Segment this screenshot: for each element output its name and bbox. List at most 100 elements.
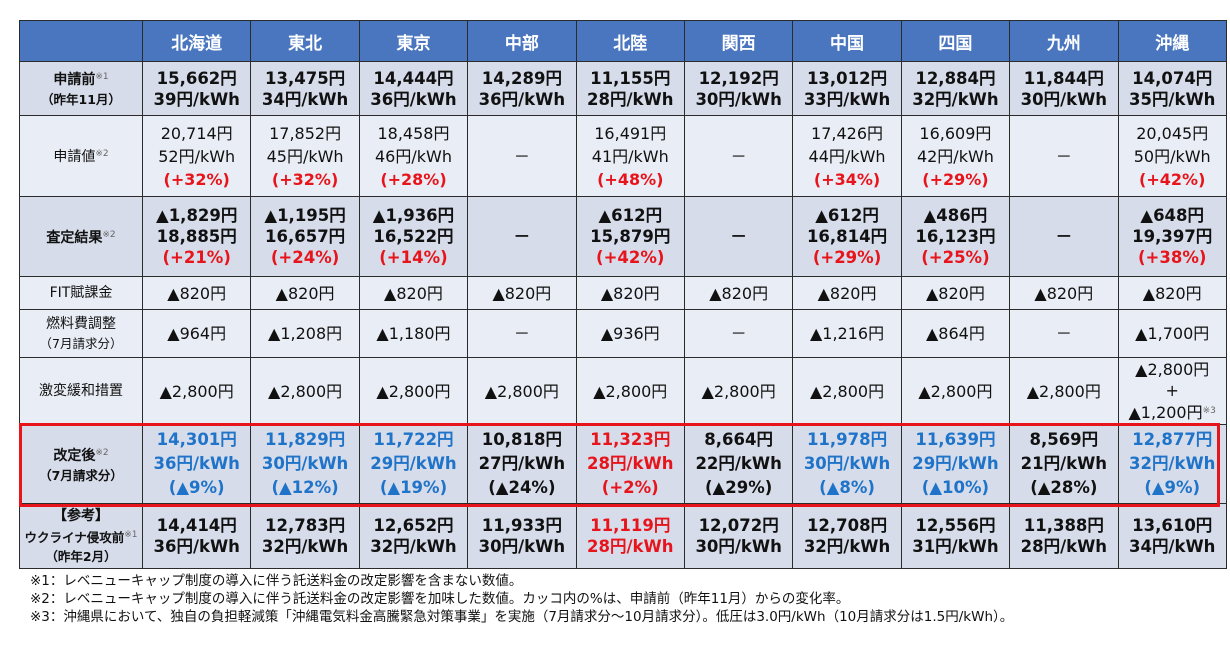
region-header: 中部 (467, 20, 577, 62)
cell-line: 28円/kWh (1020, 537, 1108, 556)
value-cell-北陸: ▲820円 (575, 276, 685, 310)
cell-line: 27円/kWh (478, 454, 566, 473)
electricity-rate-table: 北海道 東北 東京 中部 北陸 関西 中国 四国 九州 沖縄 申請前※1 （昨年11月） 15,662… (19, 20, 1227, 569)
region-header: 関西 (683, 20, 794, 62)
row-label-main: 燃料費調整 (46, 315, 116, 332)
cell-line: 12,708円 (806, 516, 888, 535)
cell-line: + (1165, 381, 1179, 400)
cell-line: (+24%) (270, 248, 340, 267)
cell-line: 28円/kWh (587, 454, 674, 473)
cell-line: ▲964円 (167, 324, 227, 343)
value-cell-北海道: ▲820円 (141, 276, 252, 310)
row-label-note: （7月請求分） (39, 467, 123, 483)
value-cell-中国: 13,012円 33円/kWh (792, 61, 902, 116)
cell-line: (+42%) (1139, 169, 1206, 189)
cell-line: 12,783円 (265, 516, 346, 535)
cell-line: ▲1,200円 (1128, 403, 1203, 422)
cell-line: 36円/kWh (370, 89, 457, 109)
value-cell-九州: － (1009, 115, 1119, 197)
cell-line: (+28%) (380, 169, 447, 189)
cell-line: (▲9%) (168, 478, 225, 497)
cell-line: 12,877円 (1132, 430, 1213, 449)
cell-line: 13,012円 (806, 68, 888, 88)
value-cell-東京: 14,444円 36円/kWh (358, 61, 469, 116)
value-cell-中部: 14,289円 36円/kWh (467, 61, 577, 116)
value-cell-中部: － (467, 196, 577, 277)
value-cell-四国: ▲820円 (900, 276, 1011, 310)
cell-line: ▲486円 (923, 206, 988, 225)
value-cell-東北: ▲1,208円 (250, 309, 360, 358)
cell-line: (+21%) (162, 248, 231, 267)
cell-line: － (513, 227, 531, 246)
cell-line: 11,155円 (590, 68, 671, 88)
cell-line: 17,426円 (811, 123, 884, 143)
value-cell-沖縄: 12,877円 32円/kWh (▲9%) (1117, 424, 1227, 504)
cell-line: 16,123円 (915, 227, 996, 246)
cell-line: ▲1,216円 (809, 324, 885, 343)
cell-line: 20,714円 (160, 123, 233, 143)
cell-line: 36円/kWh (478, 89, 566, 109)
cell-line: 41円/kWh (591, 146, 669, 166)
value-cell-東京: 12,652円 32円/kWh (358, 503, 469, 569)
cell-line: ▲1,208円 (268, 324, 343, 343)
cell-line-wrap: ▲1,200円※3 (1119, 401, 1225, 423)
cell-line: 8,569円 (1029, 430, 1099, 449)
cell-line: 21円/kWh (1020, 454, 1108, 473)
cell-line: 36円/kWh (153, 537, 240, 556)
value-cell-北海道: 14,301円 36円/kWh (▲9%) (141, 424, 252, 504)
cell-line: 31円/kWh (912, 537, 999, 556)
row-label-text: 激変緩和措置 (21, 382, 142, 401)
footnote: ※3：沖縄県において、独自の負担軽減策「沖縄電気料金高騰緊急対策事業」を実施（7… (30, 609, 1014, 625)
value-cell-東京: 11,722円 29円/kWh (▲19%) (358, 424, 469, 504)
value-cell-中国: ▲820円 (792, 276, 902, 310)
cell-line: 17,852円 (269, 123, 342, 143)
cell-line: 36円/kWh (153, 454, 240, 473)
cell-line: 16,522円 (373, 227, 454, 246)
cell-line: 46円/kWh (374, 146, 452, 166)
cell-line: ▲1,829円 (156, 206, 238, 225)
value-cell-沖縄: 20,045円 50円/kWh (+42%) (1117, 115, 1227, 197)
value-cell-中部: 11,933円 30円/kWh (467, 503, 577, 569)
cell-line: 12,072円 (698, 516, 779, 535)
cell-line: － (1055, 324, 1072, 343)
value-cell-九州: 8,569円 21円/kWh (▲28%) (1009, 424, 1119, 504)
value-cell-関西: － (683, 309, 794, 358)
footnote-mark: ※2 (95, 149, 109, 159)
cell-line: 19,397円 (1132, 227, 1213, 246)
row-label-main: FIT賦課金 (49, 284, 113, 301)
cell-line: ▲1,700円 (1135, 324, 1210, 343)
cell-line: － (1055, 146, 1072, 166)
cell-line: 11,722円 (373, 430, 454, 449)
cell-line: 42円/kWh (916, 146, 994, 166)
row-label-text: 燃料費調整 (21, 315, 142, 334)
cell-line: (+25%) (921, 248, 990, 267)
row-label: 査定結果※2 (19, 196, 143, 277)
cell-line: 15,879円 (590, 227, 671, 246)
row-label-sub: ウクライナ侵攻前 (24, 529, 125, 545)
cell-line: － (730, 146, 747, 166)
value-cell-関西: － (683, 196, 794, 277)
cell-line: 29円/kWh (912, 454, 999, 473)
cell-line: ▲1,936円 (372, 206, 455, 225)
value-cell-四国: 12,884円 32円/kWh (900, 61, 1011, 116)
cell-line: 11,978円 (806, 430, 888, 449)
cell-line: ▲612円 (598, 206, 663, 225)
cell-line: ▲2,800円 (918, 381, 993, 401)
region-header: 北海道 (141, 20, 252, 62)
value-cell-中部: ▲2,800円 (467, 357, 577, 425)
cell-line: － (730, 324, 747, 343)
cell-line: ▲820円 (1034, 283, 1094, 303)
cell-line: 12,652円 (373, 516, 454, 535)
value-cell-中国: 17,426円 44円/kWh (+34%) (792, 115, 902, 197)
cell-line: 44円/kWh (808, 146, 886, 166)
cell-line: ▲2,800円 (809, 381, 885, 401)
cell-line: ▲936円 (600, 324, 660, 343)
row-label: FIT賦課金 (19, 276, 143, 310)
table-row-fuel: 燃料費調整 （7月請求分） ▲964円 ▲1,208円 ▲1,180円 － ▲936円 － ▲1… (19, 309, 1227, 358)
value-cell-関西: 8,664円 22円/kWh (▲29%) (683, 424, 794, 504)
footnote-mark: ※2 (102, 229, 116, 240)
value-cell-北陸: 11,155円 28円/kWh (575, 61, 685, 116)
value-cell-関西: ▲2,800円 (683, 357, 794, 425)
cell-line: 11,323円 (590, 430, 671, 449)
table-row-reference: 【参考】 ウクライナ侵攻前※1 （昨年2月） 14,414円 36円/kWh 12,783… (19, 503, 1227, 569)
